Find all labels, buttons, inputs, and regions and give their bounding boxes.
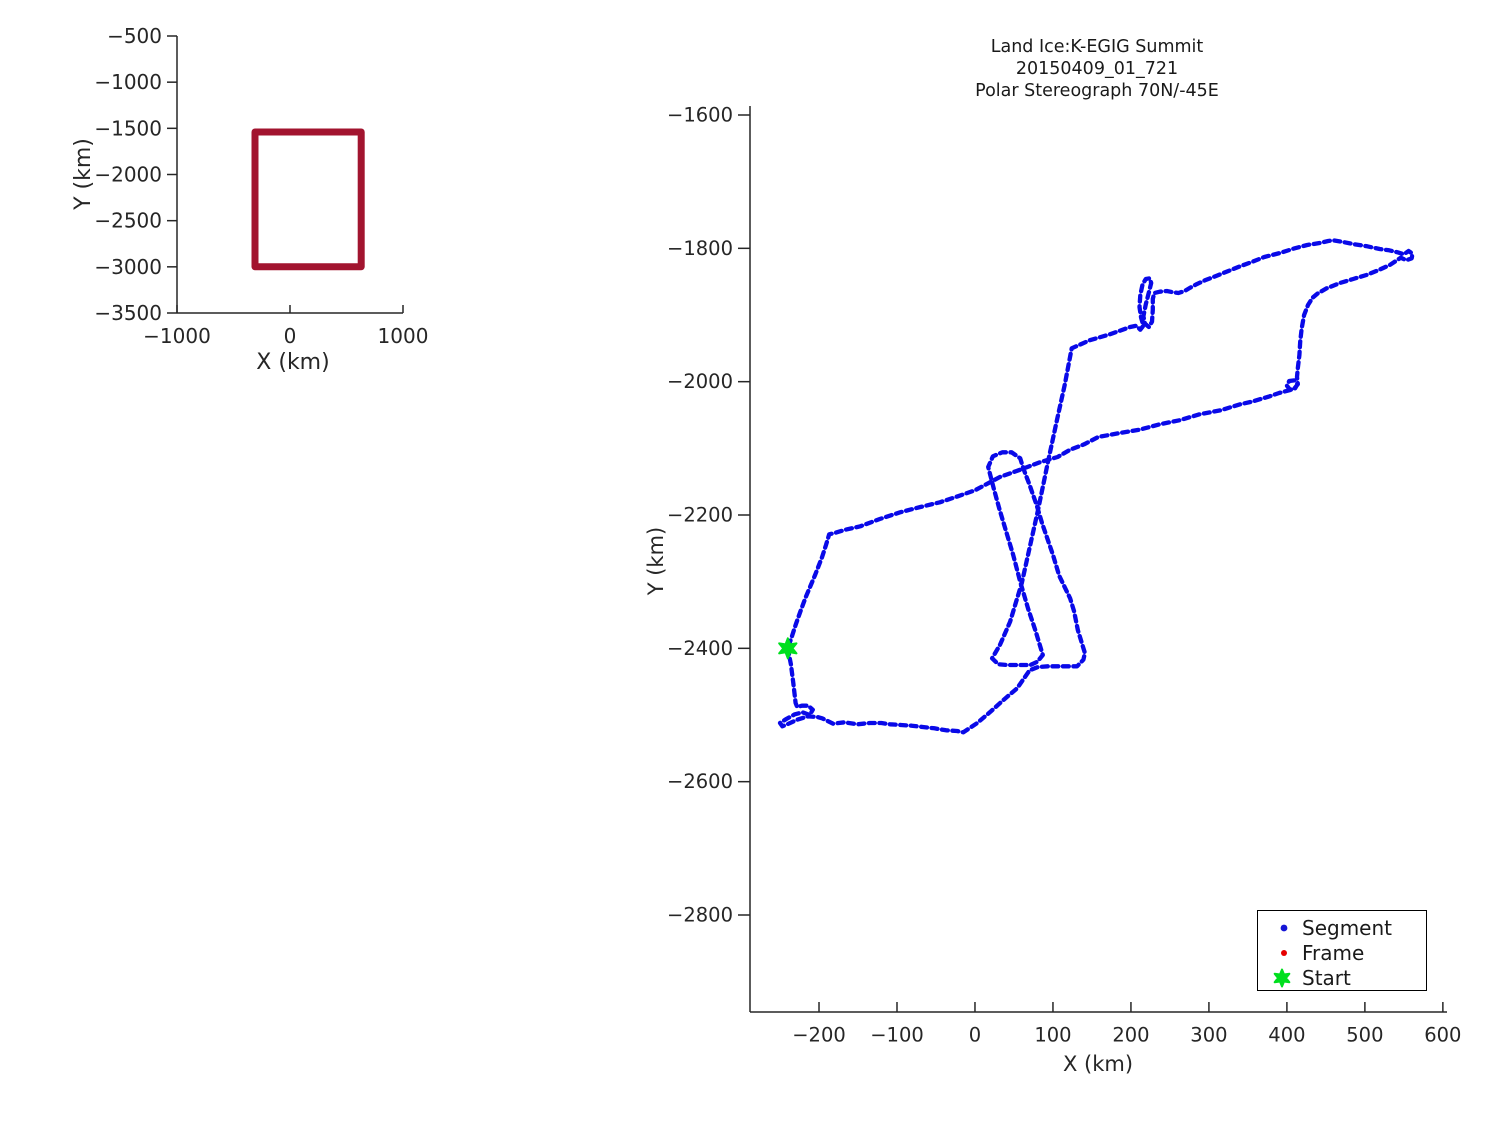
legend-label-segment: Segment	[1302, 915, 1392, 940]
track-x-tick-label: 0	[969, 1024, 981, 1047]
overview-y-tick-label: −3000	[94, 255, 162, 279]
overview-coverage-box-path	[251, 128, 365, 271]
legend-row-segment: Segment	[1258, 915, 1426, 940]
track-y-tick-label: −1600	[667, 104, 733, 127]
track-y-tick-label: −2400	[667, 637, 733, 660]
track-x-tick-label: 300	[1190, 1024, 1227, 1047]
frame-marker-icon	[1281, 949, 1287, 956]
track-x-tick-label: −100	[870, 1024, 924, 1047]
overview-x-tick-label: 0	[284, 324, 297, 348]
track-x-tick-label: 200	[1112, 1024, 1149, 1047]
chart-title-line-2: 20150409_01_721	[1015, 59, 1179, 79]
overview-y-tick-label: −2000	[94, 163, 162, 187]
track-x-axis-label: X (km)	[1062, 1052, 1134, 1076]
track-x-tick-label: 100	[1034, 1024, 1071, 1047]
chart-title: Land Ice:K-EGIG Summit 20150409_01_721 P…	[747, 36, 1447, 102]
overview-x-tick-label: −1000	[143, 324, 211, 348]
legend: Segment Frame Start	[1257, 910, 1427, 991]
segment-marker-icon	[1280, 924, 1288, 931]
chart-title-line-3: Polar Stereograph 70N/-45E	[975, 81, 1219, 101]
overview-x-axis-label: X (km)	[256, 350, 330, 375]
overview-y-tick-label: −1000	[94, 70, 162, 94]
track-y-tick-label: −2600	[667, 770, 733, 793]
track-Segment-path	[777, 238, 1415, 735]
overview-y-tick-label: −3500	[94, 301, 162, 325]
track-y-tick-label: −2200	[667, 504, 733, 527]
legend-dot	[1281, 949, 1287, 956]
chart-title-line-1: Land Ice:K-EGIG Summit	[990, 37, 1204, 57]
legend-label-start: Start	[1302, 965, 1351, 990]
overview-y-tick-label: −2500	[94, 209, 162, 233]
track-x-tick-label: 400	[1268, 1024, 1305, 1047]
legend-dot	[1280, 924, 1288, 931]
track-y-axis-label: Y (km)	[644, 526, 668, 596]
legend-row-start: Start	[1258, 965, 1426, 990]
track-y-tick-label: −2800	[667, 904, 733, 927]
overview-x-tick-label: 1000	[378, 324, 429, 348]
legend-row-frame: Frame	[1258, 940, 1426, 965]
overview-y-axis-label: Y (km)	[71, 138, 96, 210]
track-x-tick-label: 600	[1424, 1024, 1461, 1047]
track-x-tick-label: 500	[1346, 1024, 1383, 1047]
start-marker-icon	[1273, 968, 1291, 987]
track-x-tick-label: −200	[792, 1024, 846, 1047]
start-marker	[778, 637, 798, 660]
track-y-tick-label: −2000	[667, 370, 733, 393]
track-y-tick-label: −1800	[667, 237, 733, 260]
overview-y-tick-label: −500	[107, 24, 162, 48]
legend-label-frame: Frame	[1302, 940, 1365, 965]
overview-y-tick-label: −1500	[94, 116, 162, 140]
legend-hexagram	[1273, 968, 1291, 987]
